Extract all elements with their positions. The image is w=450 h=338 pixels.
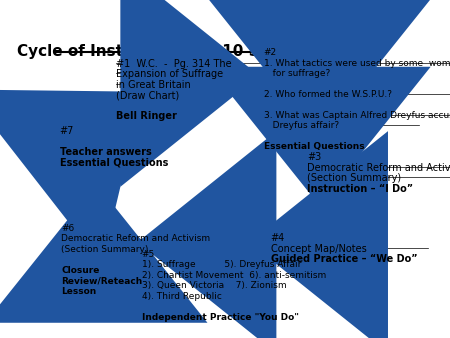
Text: #5: #5	[142, 250, 155, 259]
Text: Essential Questions: Essential Questions	[60, 158, 168, 168]
Text: (Section Summary): (Section Summary)	[307, 173, 401, 183]
Text: Cycle of Instruction Ch. 10 Sec. 1: Cycle of Instruction Ch. 10 Sec. 1	[18, 45, 301, 59]
Text: Bell Ringer: Bell Ringer	[116, 111, 176, 121]
Text: Closure: Closure	[62, 266, 100, 275]
Text: #3: #3	[307, 152, 322, 163]
Text: in Great Britain: in Great Britain	[116, 79, 190, 90]
Text: Democratic Reform and Activism: Democratic Reform and Activism	[62, 235, 211, 243]
Text: Guided Practice – “We Do”: Guided Practice – “We Do”	[271, 254, 417, 264]
Text: for suffrage?: for suffrage?	[264, 69, 330, 78]
Text: 2). Chartist Movement  6). anti-semitism: 2). Chartist Movement 6). anti-semitism	[142, 271, 326, 280]
Text: Instruction – “I Do”: Instruction – “I Do”	[307, 184, 414, 194]
Text: 1). Suffrage          5). Dreyfus Affair: 1). Suffrage 5). Dreyfus Affair	[142, 261, 301, 269]
Text: #7: #7	[60, 126, 74, 137]
Text: Teacher answers: Teacher answers	[60, 147, 152, 157]
Text: Essential Questions: Essential Questions	[264, 142, 364, 151]
Text: Concept Map/Notes: Concept Map/Notes	[271, 244, 366, 254]
Text: 3. What was Captain Alfred Dreyfus accused of in the: 3. What was Captain Alfred Dreyfus accus…	[264, 111, 450, 120]
Text: Review/Reteach: Review/Reteach	[62, 276, 143, 285]
Text: #4: #4	[271, 233, 285, 243]
Text: 2. Who formed the W.S.P.U.?: 2. Who formed the W.S.P.U.?	[264, 90, 392, 99]
Text: (Section Summary): (Section Summary)	[62, 245, 149, 254]
Text: Dreyfus affair?: Dreyfus affair?	[264, 121, 339, 130]
Text: #2: #2	[264, 48, 277, 57]
Text: #6: #6	[62, 224, 75, 233]
Text: (Draw Chart): (Draw Chart)	[116, 90, 179, 100]
Text: Independent Practice "You Do": Independent Practice "You Do"	[142, 313, 299, 321]
Text: Lesson: Lesson	[62, 287, 97, 295]
Text: 3). Queen Victoria    7). Zionism: 3). Queen Victoria 7). Zionism	[142, 281, 286, 290]
Text: Expansion of Suffrage: Expansion of Suffrage	[116, 69, 223, 79]
Text: 4). Third Republic: 4). Third Republic	[142, 292, 221, 301]
Text: Democratic Reform and Activism: Democratic Reform and Activism	[307, 163, 450, 173]
Text: #1  W.C.  -  Pg. 314 The: #1 W.C. - Pg. 314 The	[116, 59, 231, 69]
Text: 1. What tactics were used by some  woman in the fight: 1. What tactics were used by some woman …	[264, 59, 450, 68]
